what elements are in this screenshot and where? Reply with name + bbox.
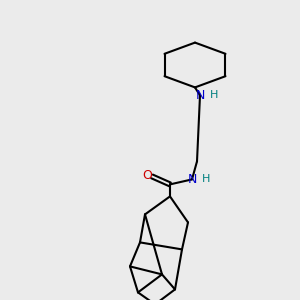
Text: N: N bbox=[195, 89, 205, 102]
Text: H: H bbox=[202, 174, 210, 184]
Text: N: N bbox=[187, 173, 197, 186]
Text: O: O bbox=[142, 169, 152, 182]
Text: H: H bbox=[210, 90, 218, 100]
